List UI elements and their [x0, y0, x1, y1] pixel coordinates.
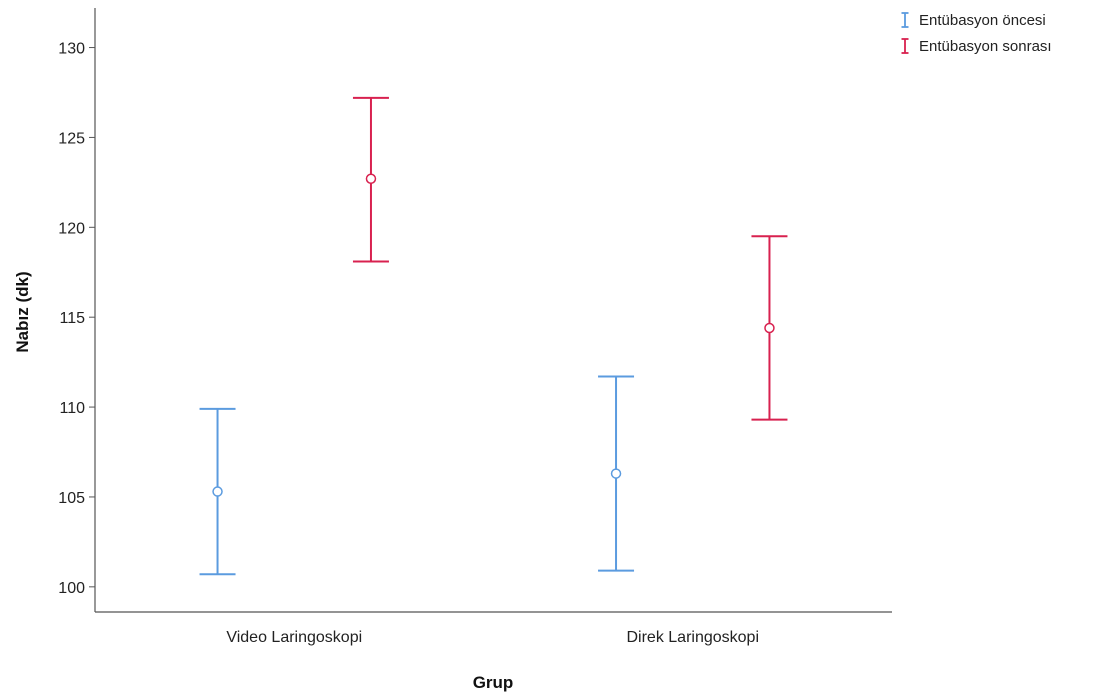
legend-label: Entübasyon öncesi	[919, 12, 1046, 29]
legend-item: Entübasyon öncesi	[901, 12, 1046, 29]
y-tick-label: 110	[59, 400, 85, 417]
y-tick-label: 125	[58, 130, 85, 147]
x-tick-label: Direk Laringoskopi	[626, 629, 759, 646]
y-axis-title: Nabız (dk)	[13, 271, 32, 352]
error-bar	[199, 407, 236, 576]
mean-point	[212, 486, 223, 497]
series-2	[352, 96, 788, 421]
y-tick-label: 130	[58, 41, 85, 58]
x-ticks: Video Laringoskopi Direk Laringoskopi	[226, 629, 759, 646]
y-ticks: 100 105 110 115 120 125 130	[58, 41, 95, 597]
legend: Entübasyon öncesi Entübasyon sonrası	[901, 12, 1052, 55]
error-bar	[598, 375, 635, 572]
y-tick-label: 105	[58, 490, 85, 507]
mean-point	[764, 322, 775, 334]
y-tick-label: 120	[58, 220, 85, 237]
y-tick-label: 100	[58, 580, 85, 597]
x-tick-label: Video Laringoskopi	[226, 629, 362, 646]
y-tick-label: 115	[59, 310, 85, 327]
series-1	[199, 375, 635, 576]
error-bar	[751, 235, 788, 421]
x-axis-title: Grup	[473, 673, 514, 692]
legend-label: Entübasyon sonrası	[919, 38, 1052, 55]
mean-point	[365, 173, 377, 185]
axes	[94, 8, 892, 613]
error-bar	[352, 96, 389, 263]
error-bars	[199, 96, 788, 576]
mean-point	[610, 468, 622, 479]
legend-item: Entübasyon sonrası	[901, 38, 1052, 55]
